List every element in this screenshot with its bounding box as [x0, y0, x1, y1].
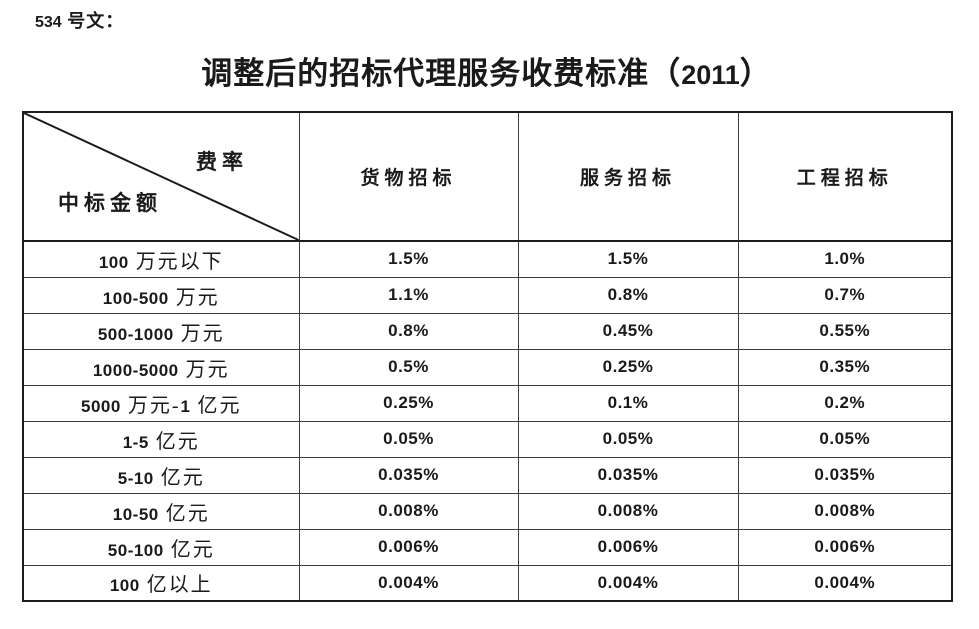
rate-cell: 0.2%: [737, 384, 953, 422]
diagonal-divider-line: [24, 113, 298, 239]
rate-cell: 0.05%: [517, 420, 739, 458]
amount-cell: 100 万元以下: [22, 240, 300, 278]
rate-cell: 1.1%: [298, 276, 519, 314]
column-header-goods-tender: 货物招标: [298, 111, 519, 242]
rate-cell: 0.1%: [517, 384, 739, 422]
amount-cell: 5-10 亿元: [22, 456, 300, 494]
table-row: 5-10 亿元 0.035% 0.035% 0.035%: [22, 456, 953, 494]
column-header-service-tender: 服务招标: [517, 111, 739, 242]
rate-cell: 0.035%: [737, 456, 953, 494]
corner-label-rate: 费率: [196, 150, 248, 174]
rate-cell: 0.006%: [737, 528, 953, 566]
rate-cell: 0.8%: [298, 312, 519, 350]
rate-cell: 0.55%: [737, 312, 953, 350]
amount-cell: 500-1000 万元: [22, 312, 300, 350]
rate-cell: 0.25%: [517, 348, 739, 386]
rate-cell: 0.008%: [737, 492, 953, 530]
rate-cell: 0.008%: [517, 492, 739, 530]
rate-cell: 0.004%: [517, 564, 739, 602]
fee-table: 费率 中标金额 货物招标 服务招标 工程招标 100 万元以下 1.5% 1.5% 1…: [22, 111, 953, 602]
rate-cell: 0.035%: [298, 456, 519, 494]
rate-cell: 0.05%: [298, 420, 519, 458]
corner-label-amount: 中标金额: [58, 191, 162, 215]
amount-cell: 1000-5000 万元: [22, 348, 300, 386]
rate-cell: 0.006%: [298, 528, 519, 566]
amount-cell: 10-50 亿元: [22, 492, 300, 530]
table-row: 1-5 亿元 0.05% 0.05% 0.05%: [22, 420, 953, 458]
table-row: 100 亿以上 0.004% 0.004% 0.004%: [22, 564, 953, 602]
table-row: 50-100 亿元 0.006% 0.006% 0.006%: [22, 528, 953, 566]
table-body: 100 万元以下 1.5% 1.5% 1.0% 100-500 万元 1.1% 0.8% 0.…: [22, 240, 953, 602]
diagonal-header-cell: 费率 中标金额: [22, 111, 300, 242]
rate-cell: 0.035%: [517, 456, 739, 494]
table-row: 100-500 万元 1.1% 0.8% 0.7%: [22, 276, 953, 314]
amount-cell: 1-5 亿元: [22, 420, 300, 458]
rate-cell: 0.45%: [517, 312, 739, 350]
doc-number-label: 534 号文：: [35, 11, 125, 31]
rate-cell: 0.5%: [298, 348, 519, 386]
amount-cell: 100-500 万元: [22, 276, 300, 314]
rate-cell: 0.006%: [517, 528, 739, 566]
table-row: 1000-5000 万元 0.5% 0.25% 0.35%: [22, 348, 953, 386]
table-row: 5000 万元-1 亿元 0.25% 0.1% 0.2%: [22, 384, 953, 422]
rate-cell: 1.5%: [298, 240, 519, 278]
rate-cell: 0.008%: [298, 492, 519, 530]
rate-cell: 1.0%: [737, 240, 953, 278]
amount-cell: 5000 万元-1 亿元: [22, 384, 300, 422]
table-row: 100 万元以下 1.5% 1.5% 1.0%: [22, 240, 953, 278]
rate-cell: 0.7%: [737, 276, 953, 314]
column-header-works-tender: 工程招标: [737, 111, 953, 242]
rate-cell: 0.35%: [737, 348, 953, 386]
page-title: 调整后的招标代理服务收费标准（2011）: [201, 56, 772, 91]
rate-cell: 0.004%: [737, 564, 953, 602]
rate-cell: 0.05%: [737, 420, 953, 458]
rate-cell: 0.8%: [517, 276, 739, 314]
rate-cell: 1.5%: [517, 240, 739, 278]
amount-cell: 50-100 亿元: [22, 528, 300, 566]
header-row: 费率 中标金额 货物招标 服务招标 工程招标: [22, 111, 953, 242]
amount-cell: 100 亿以上: [22, 564, 300, 602]
rate-cell: 0.004%: [298, 564, 519, 602]
table-row: 10-50 亿元 0.008% 0.008% 0.008%: [22, 492, 953, 530]
table-row: 500-1000 万元 0.8% 0.45% 0.55%: [22, 312, 953, 350]
rate-cell: 0.25%: [298, 384, 519, 422]
